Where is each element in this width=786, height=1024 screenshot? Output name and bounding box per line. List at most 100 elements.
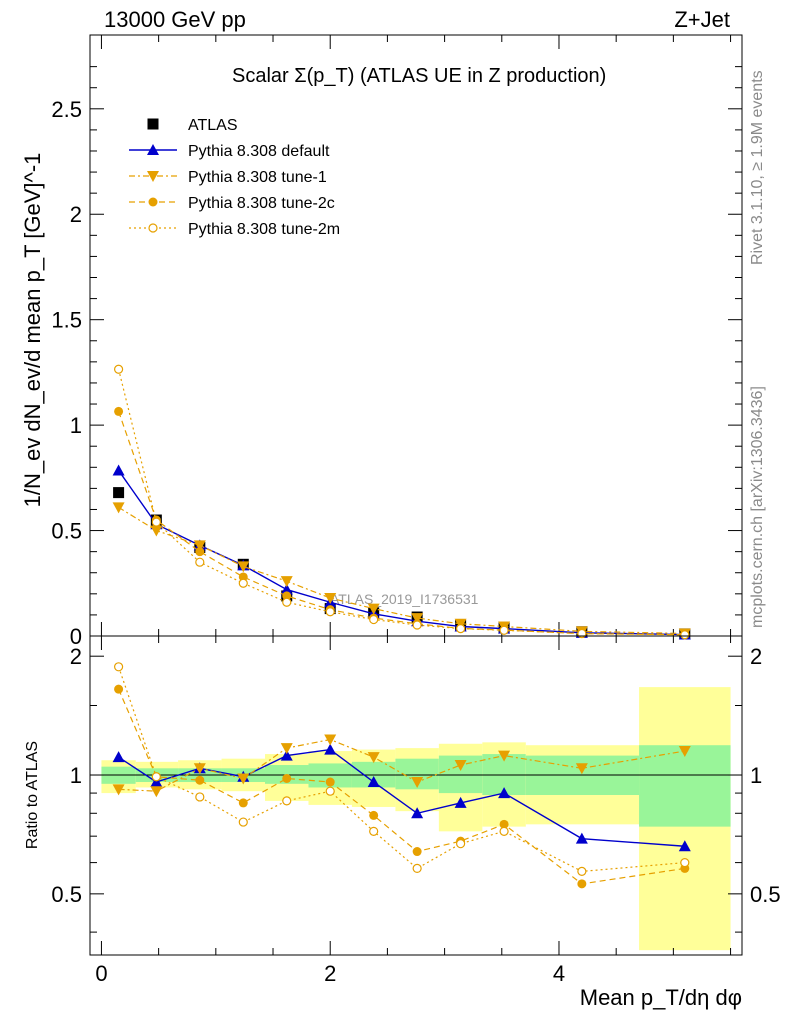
data-point xyxy=(113,487,125,499)
ratio-point xyxy=(238,798,248,808)
ratio-point xyxy=(411,807,424,819)
ratio-point xyxy=(412,847,422,857)
ratio-point xyxy=(195,775,205,785)
ratio-y-tick-label: 1 xyxy=(70,763,82,788)
legend-label: Pythia 8.308 tune-2m xyxy=(188,221,340,238)
ratio-y-tick-label-right: 2 xyxy=(750,644,762,669)
x-tick-label: 4 xyxy=(553,961,565,986)
ratio-point xyxy=(237,773,250,785)
data-point xyxy=(114,406,124,416)
ratio-point xyxy=(151,772,161,782)
legend-label: ATLAS xyxy=(188,117,238,134)
ratio-point xyxy=(454,796,467,808)
data-point xyxy=(193,540,206,552)
ratio-point xyxy=(114,684,124,694)
data-point xyxy=(195,557,205,567)
y-tick-label: 0 xyxy=(70,624,82,649)
ratio-line xyxy=(118,738,685,792)
ratio-y-tick-label: 2 xyxy=(70,644,82,669)
y-axis-label: 1/N_ev dN_ev/d mean p_T [GeV]^-1 xyxy=(20,153,45,508)
data-point xyxy=(238,572,248,582)
header-right: Z+Jet xyxy=(674,7,730,32)
y-tick-label: 2.5 xyxy=(51,97,82,122)
ratio-panel: 0.5 0.5 1 1 2 2 0 2 4 Ratio to ATLAS Mean p_T/dη d… xyxy=(24,635,781,1010)
ratio-point xyxy=(577,866,587,876)
data-point xyxy=(412,620,422,630)
x-axis-label: Mean p_T/dη dφ xyxy=(580,985,742,1010)
data-point xyxy=(680,630,690,640)
ratio-point xyxy=(678,840,691,852)
legend: ATLAS Pythia 8.308 default Pythia 8.308 tu… xyxy=(129,117,340,238)
ratio-point xyxy=(150,776,163,788)
green-band xyxy=(639,745,731,827)
ratio-series-pythia-8-308-tune-2c xyxy=(114,684,690,889)
header-left: 13000 GeV pp xyxy=(104,7,246,32)
data-point xyxy=(324,593,337,605)
y-tick-label: 2 xyxy=(70,202,82,227)
ratio-point xyxy=(678,746,691,758)
data-point xyxy=(282,591,292,601)
ratio-point xyxy=(498,750,511,762)
legend-marker xyxy=(147,118,159,130)
ratio-point xyxy=(367,752,380,764)
legend-marker xyxy=(148,223,158,233)
data-point xyxy=(369,614,379,625)
uncertainty-band xyxy=(639,687,731,951)
ratio-point xyxy=(499,819,509,829)
ratio-point xyxy=(325,786,335,796)
ratio-point xyxy=(324,743,337,755)
x-tick-label: 0 xyxy=(95,961,107,986)
ratio-point xyxy=(367,776,380,788)
ratio-series-pythia-8-308-tune-2m xyxy=(113,662,690,876)
y-tick-label: 0.5 xyxy=(51,519,82,544)
ratio-y-tick-label-right: 1 xyxy=(750,763,762,788)
ratio-point xyxy=(575,832,588,844)
ratio-point xyxy=(195,792,205,802)
ratio-point xyxy=(280,749,293,761)
ratio-plot-frame xyxy=(89,635,743,956)
data-point xyxy=(456,624,466,634)
data-point xyxy=(499,625,509,635)
rivet-label: Rivet 3.1.10, ≥ 1.9M events xyxy=(749,70,766,265)
ratio-point xyxy=(113,662,124,672)
ratio-point xyxy=(575,763,588,775)
ratio-y-tick-label-right: 0.5 xyxy=(750,882,781,907)
y-tick-label: 1.5 xyxy=(51,308,82,333)
data-point xyxy=(195,547,205,557)
ratio-point xyxy=(577,879,587,889)
legend-marker xyxy=(147,144,159,155)
ratio-point xyxy=(454,760,467,772)
data-point xyxy=(150,525,163,537)
series-line xyxy=(118,470,685,636)
data-point xyxy=(112,502,125,514)
ratio-y-axis-label: Ratio to ATLAS xyxy=(24,741,41,849)
ratio-point xyxy=(324,734,337,746)
data-point xyxy=(367,603,380,615)
ratio-point xyxy=(238,817,248,827)
data-point xyxy=(280,576,293,588)
data-point xyxy=(280,583,293,595)
legend-label: Pythia 8.308 default xyxy=(188,143,330,160)
data-point xyxy=(112,464,125,476)
legend-marker xyxy=(148,197,158,207)
uncertainty-band xyxy=(438,743,483,832)
ratio-point xyxy=(499,826,509,836)
ratio-point xyxy=(456,839,466,849)
legend-label: Pythia 8.308 tune-1 xyxy=(188,169,327,186)
ratio-point xyxy=(282,773,292,783)
ratio-line xyxy=(118,666,685,873)
ratio-line xyxy=(118,688,685,885)
data-point xyxy=(113,364,124,374)
ratio-point xyxy=(150,786,163,798)
ratio-point xyxy=(280,743,293,755)
series-line xyxy=(118,411,685,636)
series-line xyxy=(118,506,685,635)
ratio-point xyxy=(680,857,690,868)
ratio-point xyxy=(282,796,292,806)
legend-marker xyxy=(147,171,159,182)
ratio-line xyxy=(118,748,685,847)
legend-label: Pythia 8.308 tune-2c xyxy=(188,195,335,212)
ratio-point xyxy=(498,787,511,799)
ratio-y-tick-label: 0.5 xyxy=(51,882,82,907)
